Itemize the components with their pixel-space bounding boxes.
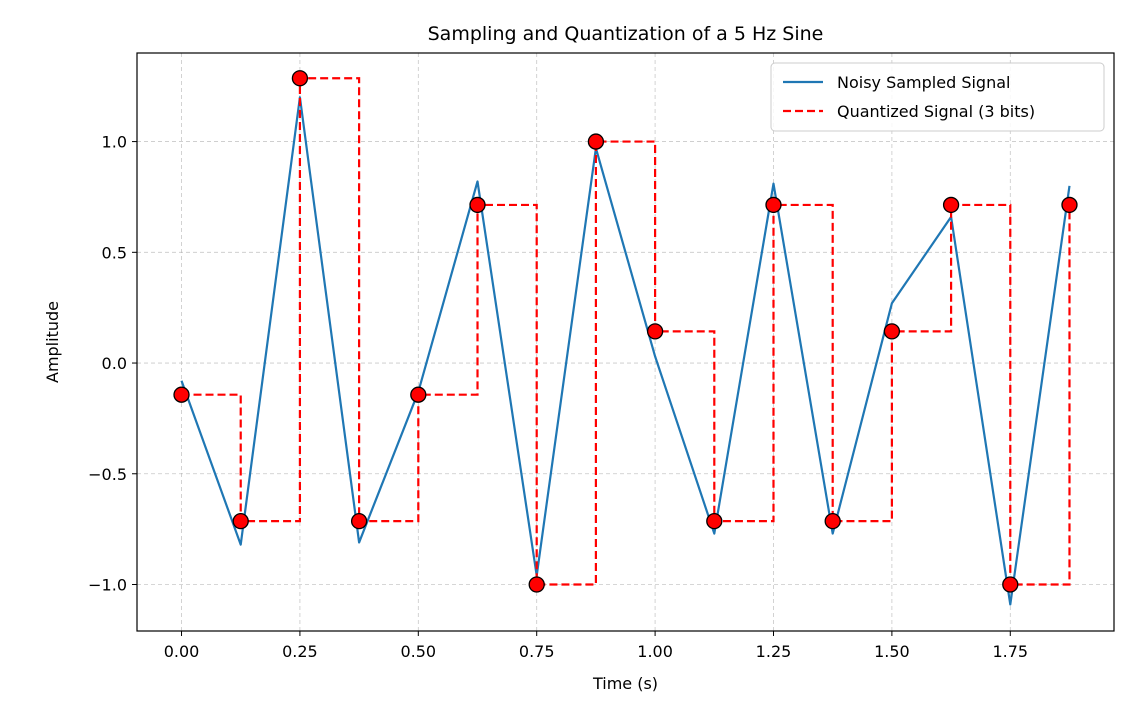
x-tick-label: 1.75 (992, 642, 1028, 661)
y-tick-label: −0.5 (88, 465, 127, 484)
chart-title: Sampling and Quantization of a 5 Hz Sine (428, 23, 824, 45)
quantized-point (173, 386, 190, 403)
y-tick-label: 1.0 (102, 133, 127, 152)
quantized-point (587, 133, 605, 150)
quantized-point (528, 576, 545, 593)
quantized-point (883, 323, 901, 340)
quantized-point (1002, 576, 1019, 593)
legend: Noisy Sampled Signal Quantized Signal (3… (770, 62, 1105, 132)
x-axis-label: Time (s) (592, 674, 658, 693)
quantized-point (350, 513, 368, 530)
x-tick-label: 0.50 (400, 642, 436, 661)
y-axis-label: Amplitude (43, 301, 62, 383)
quantized-point (469, 196, 486, 214)
x-tick-label: 0.00 (164, 642, 200, 661)
x-tick-label: 0.25 (282, 642, 318, 661)
quantized-point (942, 196, 960, 214)
y-tick-label: −1.0 (88, 575, 127, 594)
series-layer (173, 70, 1078, 606)
quantized-point (646, 323, 664, 340)
plot-frame (136, 52, 1115, 632)
x-tick-label: 1.50 (874, 642, 910, 661)
quantized-point (824, 513, 841, 530)
series-line-noisy (180, 96, 1071, 606)
legend-box (770, 62, 1105, 132)
quantized-point (706, 513, 723, 530)
quantized-point (765, 196, 782, 214)
x-tick-label: 0.75 (519, 642, 555, 661)
y-tick-label: 0.5 (102, 243, 127, 262)
legend-label-quantized: Quantized Signal (3 bits) (837, 102, 1035, 121)
series-line-quantized (181, 77, 1071, 586)
y-tick-label: 0.0 (102, 354, 127, 373)
x-tick-label: 1.00 (637, 642, 673, 661)
ticks: 0.00 0.25 0.50 0.75 1.00 1.25 1.50 1.75 −1.0 −0.5… (88, 133, 1028, 661)
quantized-point (291, 70, 309, 87)
quantized-point (232, 513, 249, 530)
quantized-point (1061, 196, 1078, 214)
quantized-point (410, 386, 427, 403)
x-tick-label: 1.25 (756, 642, 792, 661)
legend-label-noisy: Noisy Sampled Signal (837, 73, 1010, 92)
